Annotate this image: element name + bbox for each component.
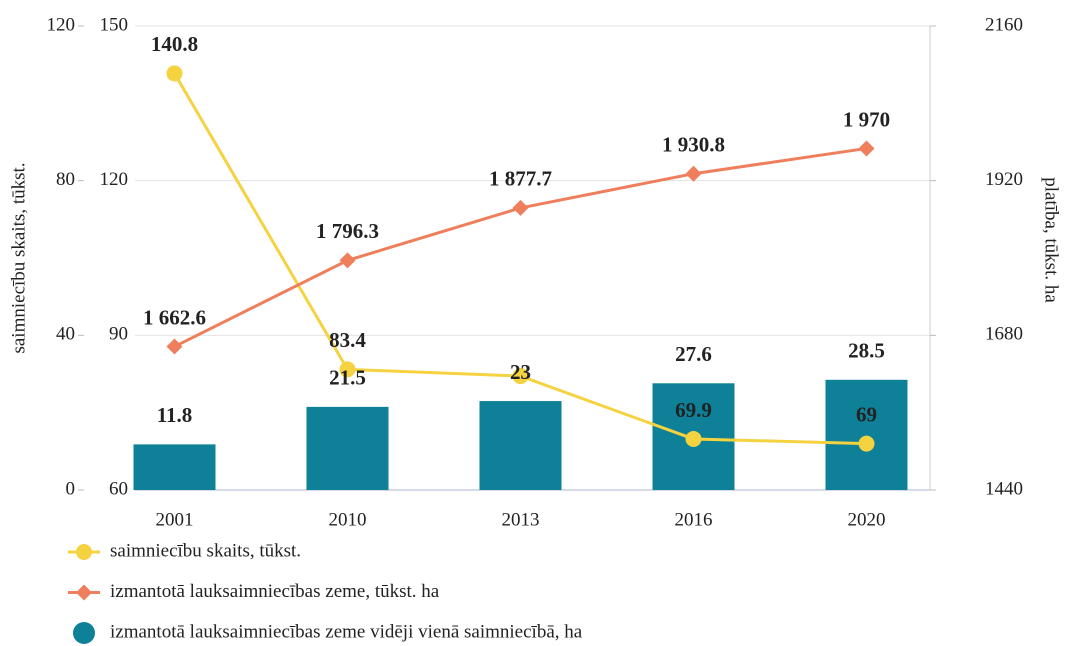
bar: [133, 444, 216, 490]
legend-marker: [73, 622, 95, 644]
y2-tick-label: 1680: [985, 324, 1023, 345]
y2-tick-label: 1920: [985, 169, 1023, 190]
data-label: 1 970: [843, 107, 890, 131]
data-label: 21.5: [329, 366, 366, 390]
legend-marker: [76, 584, 92, 601]
y3-tick-label: 0: [66, 478, 76, 499]
data-label: 27.6: [675, 342, 712, 366]
data-label: 140.8: [151, 32, 198, 56]
x-tick-label: 2010: [329, 509, 367, 530]
y3-tick-label: 40: [56, 324, 75, 345]
data-label: 1 662.6: [143, 305, 206, 329]
bar: [479, 401, 562, 490]
y2-axis-title: platība, tūkst. ha: [1041, 177, 1062, 303]
marker: [339, 252, 356, 269]
marker: [512, 199, 529, 216]
marker: [166, 65, 183, 82]
y-tick-label: 60: [109, 478, 128, 499]
data-label: 1 930.8: [662, 133, 725, 157]
legend-label: saimniecību skaits, tūkst.: [110, 540, 301, 561]
data-label: 69.9: [675, 398, 712, 422]
legend-label: izmantotā lauksaimniecības zeme, tūkst. …: [110, 581, 440, 602]
marker: [512, 368, 529, 385]
data-label: 83.4: [329, 328, 366, 352]
legend-label: izmantotā lauksaimniecības zeme vidēji v…: [110, 621, 583, 642]
x-tick-label: 2020: [848, 509, 886, 530]
marker: [166, 338, 183, 355]
x-tick-label: 2001: [156, 509, 194, 530]
marker: [858, 140, 875, 157]
line: [173, 72, 867, 446]
marker: [685, 430, 702, 447]
y2-tick-label: 1440: [985, 478, 1023, 499]
data-label: 23: [510, 360, 531, 384]
y-axis-title: saimniecību skaits, tūkst.: [8, 162, 29, 353]
data-label: 11.8: [157, 403, 193, 427]
marker: [339, 361, 356, 378]
data-label: 69: [856, 402, 877, 426]
marker: [685, 165, 702, 182]
data-label: 1 796.3: [316, 219, 379, 243]
y2-tick-label: 2160: [985, 14, 1023, 35]
y-tick-label: 90: [109, 324, 128, 345]
data-label: 1 877.7: [489, 167, 552, 191]
bar: [306, 406, 389, 490]
x-tick-label: 2013: [502, 509, 540, 530]
legend-marker: [76, 544, 92, 560]
x-tick-label: 2016: [675, 509, 713, 530]
y3-tick-label: 80: [56, 169, 75, 190]
bar: [825, 379, 908, 490]
y-tick-label: 150: [100, 14, 129, 35]
marker: [858, 435, 875, 452]
y3-tick-label: 120: [47, 14, 76, 35]
y-tick-label: 120: [100, 169, 129, 190]
data-label: 28.5: [848, 339, 885, 363]
